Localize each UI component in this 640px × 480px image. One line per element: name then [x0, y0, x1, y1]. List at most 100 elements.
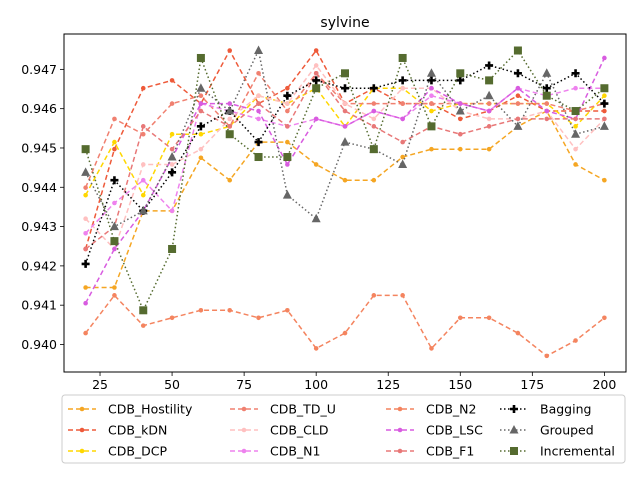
legend-entry: CDB_LSC [386, 423, 483, 438]
data-point [169, 146, 175, 152]
data-point [112, 146, 117, 152]
data-point [400, 101, 405, 106]
data-point [398, 159, 408, 168]
data-point [196, 53, 205, 62]
data-point [602, 116, 607, 122]
data-point [371, 177, 377, 183]
legend-label: Grouped [540, 423, 594, 438]
data-point [312, 76, 321, 85]
legend-label: CDB_N1 [270, 444, 320, 459]
data-point [486, 315, 492, 321]
data-point [169, 208, 175, 214]
data-point [573, 85, 578, 91]
data-point [169, 78, 175, 83]
data-point [456, 76, 465, 85]
data-point [484, 90, 494, 100]
data-point [515, 85, 521, 91]
data-point [427, 122, 436, 131]
series-incremental [81, 46, 609, 315]
data-point [198, 307, 204, 313]
data-point [513, 69, 522, 78]
data-point [227, 48, 233, 53]
data-point [110, 237, 119, 246]
data-point [140, 162, 146, 167]
data-point [227, 101, 233, 106]
data-point [571, 129, 581, 138]
data-point [139, 306, 148, 315]
x-axis: 25 50 75 100 125 150 175 200 [92, 372, 616, 392]
data-point [283, 153, 292, 162]
data-point [285, 101, 290, 106]
data-point [515, 330, 521, 336]
legend-marker [79, 448, 85, 454]
legend-marker [509, 425, 519, 434]
data-point [83, 285, 88, 290]
x-tick-label: 25 [92, 377, 108, 392]
y-tick-label: 0.943 [21, 219, 57, 234]
data-point [342, 124, 348, 129]
data-point [83, 330, 88, 336]
data-point [285, 139, 290, 145]
data-point [198, 155, 204, 161]
data-point [285, 85, 290, 91]
data-point [369, 84, 378, 93]
data-point [313, 346, 319, 351]
data-point [227, 307, 233, 313]
legend-label: Bagging [540, 402, 591, 417]
data-point [542, 91, 551, 100]
data-point [169, 131, 175, 137]
series-cdb-kdn [83, 48, 607, 252]
data-point [168, 168, 177, 177]
data-point [196, 83, 206, 92]
data-point [256, 108, 261, 114]
data-point [342, 108, 348, 114]
data-point [515, 93, 521, 99]
data-point [81, 145, 90, 154]
data-point [455, 106, 465, 115]
data-point [83, 300, 88, 306]
legend-frame [61, 394, 626, 464]
data-point [140, 192, 146, 198]
data-point [602, 93, 607, 99]
x-tick-label: 100 [304, 377, 328, 392]
series-layer [81, 45, 609, 359]
data-point [371, 101, 377, 106]
data-point [429, 93, 434, 99]
legend-entry: CDB_kDN [68, 423, 167, 438]
data-point [256, 71, 261, 76]
data-point [602, 55, 607, 61]
legend-entry: Incremental [500, 444, 615, 459]
data-point [81, 259, 90, 268]
data-point [140, 85, 146, 91]
data-point [400, 116, 405, 122]
legend-label: CDB_LSC [426, 423, 483, 438]
data-point [169, 162, 175, 167]
data-point [83, 185, 88, 190]
legend-entry: CDB_CLD [230, 423, 329, 438]
data-point [513, 46, 522, 55]
x-tick-label: 200 [592, 377, 616, 392]
data-point [169, 101, 175, 106]
legend-label: CDB_CLD [270, 423, 329, 438]
data-point [83, 246, 88, 252]
x-tick-label: 50 [164, 377, 180, 392]
data-point [341, 69, 349, 78]
data-point [600, 99, 609, 108]
data-point [599, 121, 609, 130]
legend: CDB_Hostility CDB_kDN CDB_DCP CDB_TD_U CDB_C… [61, 394, 626, 464]
data-point [544, 108, 550, 114]
data-point [544, 353, 550, 359]
data-point [369, 145, 378, 154]
data-point [140, 323, 146, 328]
data-point [283, 91, 292, 100]
legend-entry: CDB_N1 [230, 444, 320, 459]
legend-entry: Grouped [500, 423, 594, 438]
data-point [398, 76, 407, 85]
data-point [342, 330, 348, 336]
legend-marker [397, 427, 403, 433]
data-point [400, 139, 405, 145]
legend-marker [79, 427, 85, 433]
legend-marker [241, 448, 247, 454]
series-line [85, 294, 605, 357]
